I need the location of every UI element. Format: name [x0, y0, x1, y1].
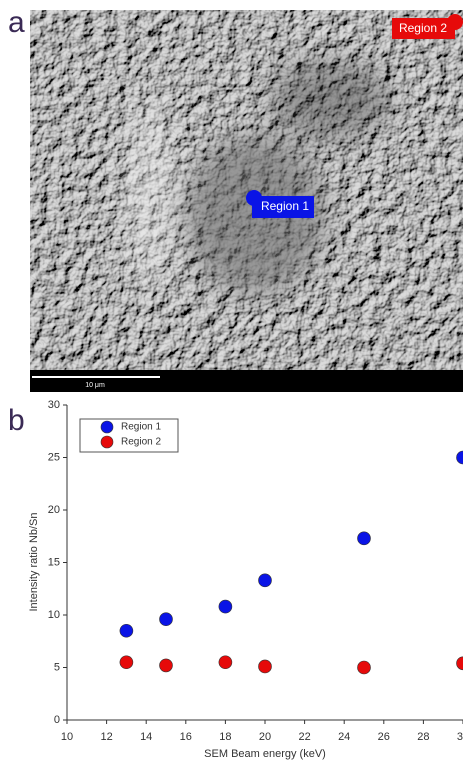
y-tick-label: 0 [54, 714, 60, 726]
x-tick-label: 10 [61, 731, 73, 743]
y-tick-label: 20 [48, 504, 60, 516]
legend-marker [100, 435, 114, 449]
marker [258, 659, 272, 674]
legend-box [79, 418, 179, 453]
panel-label: b [8, 404, 25, 437]
x-tick-label: 22 [298, 731, 310, 743]
region-label: Region 2 [399, 21, 447, 35]
y-tick-label: 25 [48, 451, 60, 463]
sem-image: 10 μm Region 1 Region 2 [30, 10, 463, 392]
y-tick-label: 15 [48, 556, 60, 568]
x-tick-label: 16 [180, 731, 192, 743]
marker [119, 623, 134, 638]
x-tick-label: 20 [259, 731, 271, 743]
marker [357, 660, 371, 675]
y-tick-label: 30 [48, 399, 60, 411]
region-label: Region 1 [261, 199, 309, 213]
marker [159, 658, 173, 673]
marker [159, 612, 173, 627]
y-axis-label: Intensity ratio Nb/Sn [28, 512, 40, 611]
marker [456, 450, 463, 465]
x-tick-label: 12 [100, 731, 112, 743]
x-tick-label: 14 [140, 731, 152, 743]
legend-label: Region 1 [121, 422, 161, 433]
y-tick-label: 10 [48, 609, 60, 621]
marker [258, 573, 272, 588]
marker [119, 655, 134, 670]
panel-label: a [8, 6, 25, 39]
marker [218, 655, 233, 670]
x-tick-label: 28 [417, 731, 429, 743]
marker [218, 599, 233, 614]
marker [357, 531, 371, 546]
legend-marker [100, 420, 114, 434]
x-tick-label: 18 [219, 731, 231, 743]
x-tick-label: 26 [378, 731, 390, 743]
x-axis-label: SEM Beam energy (keV) [204, 748, 326, 760]
x-tick-label: 30 [457, 731, 463, 743]
marker [456, 656, 463, 671]
y-tick-label: 5 [54, 661, 60, 673]
x-tick-label: 24 [338, 731, 350, 743]
scale-bar-label: 10 μm [85, 382, 105, 389]
legend-label: Region 2 [121, 437, 161, 448]
